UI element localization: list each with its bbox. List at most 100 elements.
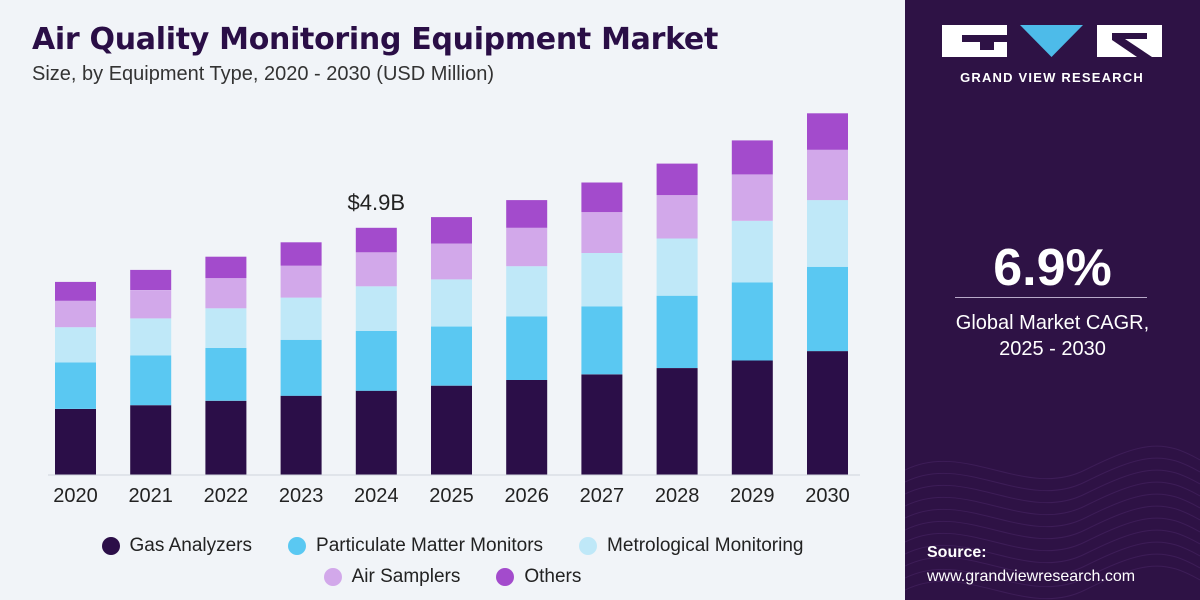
legend-swatch: [496, 568, 515, 586]
bar-segment-air-samplers-2022: [205, 278, 247, 309]
bar-segment-others-2026: [506, 200, 548, 228]
x-tick-label: 2029: [730, 485, 775, 507]
bar-segment-particulate-matter-monitors-2023: [280, 339, 322, 396]
bar-segment-metrological-monitoring-2027: [581, 253, 623, 307]
bar-segment-metrological-monitoring-2023: [280, 297, 322, 340]
bar-segment-others-2023: [280, 242, 322, 266]
wave-pattern-decoration: [905, 445, 1200, 600]
bar-segment-others-2027: [581, 182, 623, 213]
legend-row-2: Air Samplers Others: [0, 566, 905, 588]
legend-label: Air Samplers: [351, 566, 461, 587]
bar-segment-gas-analyzers-2024: [355, 390, 397, 475]
legend-label: Others: [524, 566, 582, 587]
x-tick-label: 2020: [53, 485, 98, 507]
chart-subtitle: Size, by Equipment Type, 2020 - 2030 (US…: [32, 63, 495, 85]
bar-segment-others-2021: [130, 269, 172, 290]
bar-annotation: $4.9B: [348, 190, 406, 215]
bar-segment-air-samplers-2023: [280, 265, 322, 298]
bar-segment-others-2025: [431, 217, 472, 244]
bar-segment-gas-analyzers-2026: [506, 380, 548, 475]
legend-swatch: [323, 568, 342, 586]
x-tick-label: 2027: [580, 485, 625, 507]
bar-segment-gas-analyzers-2022: [205, 400, 247, 475]
bar-segment-particulate-matter-monitors-2020: [55, 362, 96, 409]
bar-segment-air-samplers-2030: [807, 149, 848, 201]
legend-row-1: Gas Analyzers Particulate Matter Monitors…: [0, 535, 905, 557]
x-tick-label: 2024: [354, 485, 399, 507]
bar-segment-particulate-matter-monitors-2021: [130, 355, 172, 406]
x-tick-label: 2021: [128, 485, 173, 507]
legend-label: Metrological Monitoring: [607, 535, 804, 556]
grand-view-research-logo: [942, 25, 1162, 57]
bar-segment-metrological-monitoring-2020: [55, 327, 96, 363]
legend-item-gas-analyzers: Gas Analyzers: [101, 535, 253, 557]
x-tick-label: 2023: [279, 485, 324, 507]
bar-segment-metrological-monitoring-2021: [130, 318, 172, 356]
bar-segment-gas-analyzers-2023: [280, 395, 322, 475]
bar-segment-air-samplers-2025: [431, 243, 472, 280]
bar-segment-gas-analyzers-2029: [731, 360, 773, 475]
bar-segment-gas-analyzers-2027: [581, 374, 623, 475]
legend-item-others: Others: [496, 566, 581, 588]
bar-segment-air-samplers-2027: [581, 212, 623, 253]
legend-label: Particulate Matter Monitors: [316, 535, 544, 556]
bar-segment-others-2030: [807, 113, 848, 150]
x-tick-label: 2030: [805, 485, 850, 507]
bar-segment-others-2020: [55, 281, 96, 301]
bar-segment-particulate-matter-monitors-2028: [656, 295, 698, 368]
legend-item-metrological-monitoring: Metrological Monitoring: [579, 535, 803, 557]
bar-segment-air-samplers-2029: [731, 174, 773, 221]
bar-segment-metrological-monitoring-2024: [355, 286, 397, 331]
bar-segment-particulate-matter-monitors-2029: [731, 282, 773, 361]
stacked-bar-chart: 2020 2021 2022 2023 2024 $4.9B 2025 2026 2027 202…: [48, 113, 860, 507]
bar-segment-metrological-monitoring-2028: [656, 238, 698, 296]
bar-segment-air-samplers-2026: [506, 227, 548, 267]
x-tick-label: 2026: [504, 485, 549, 507]
brand-name: GRAND VIEW RESEARCH: [960, 70, 1144, 85]
bar-segment-metrological-monitoring-2025: [431, 279, 472, 327]
bar-segment-air-samplers-2024: [355, 252, 397, 287]
legend-item-air-samplers: Air Samplers: [323, 566, 461, 588]
cagr-divider: [955, 297, 1147, 298]
bar-segment-particulate-matter-monitors-2030: [807, 266, 848, 352]
legend-swatch: [101, 537, 120, 555]
source-label: Source:: [927, 544, 987, 561]
cagr-value: 6.9%: [993, 239, 1112, 297]
bar-segment-metrological-monitoring-2030: [807, 200, 848, 267]
bar-segment-gas-analyzers-2020: [55, 409, 96, 475]
bar-segment-gas-analyzers-2030: [807, 351, 848, 475]
sidebar: GRAND VIEW RESEARCH 6.9% Global Market C…: [905, 0, 1200, 600]
bar-segment-air-samplers-2020: [55, 300, 96, 328]
bar-segment-gas-analyzers-2028: [656, 368, 698, 475]
bar-segment-air-samplers-2021: [130, 290, 172, 319]
bar-segment-metrological-monitoring-2026: [506, 266, 548, 317]
x-tick-label: 2025: [429, 485, 474, 507]
bar-segment-particulate-matter-monitors-2022: [205, 347, 247, 401]
bar-segment-particulate-matter-monitors-2024: [355, 331, 397, 391]
cagr-label-line-2: 2025 - 2030: [999, 338, 1106, 360]
bar-segment-particulate-matter-monitors-2025: [431, 326, 472, 386]
legend-label: Gas Analyzers: [129, 535, 253, 556]
bar-segment-others-2024: [355, 227, 397, 253]
x-tick-label: 2022: [204, 485, 249, 507]
bar-segment-gas-analyzers-2021: [130, 405, 172, 475]
bar-segment-air-samplers-2028: [656, 195, 698, 239]
bar-segment-others-2022: [205, 256, 247, 279]
bar-segment-metrological-monitoring-2022: [205, 308, 247, 348]
cagr-label: Global Market CAGR, 2025 - 2030: [905, 310, 1200, 362]
bar-segment-particulate-matter-monitors-2026: [506, 316, 548, 380]
bar-segment-particulate-matter-monitors-2027: [581, 306, 623, 375]
bar-segment-others-2028: [656, 163, 698, 196]
bar-segment-metrological-monitoring-2029: [731, 220, 773, 283]
bar-segment-gas-analyzers-2025: [431, 385, 472, 475]
chart-panel: Air Quality Monitoring Equipment Market …: [0, 0, 905, 600]
legend-swatch: [288, 537, 307, 555]
legend-swatch: [579, 537, 598, 555]
chart-title: Air Quality Monitoring Equipment Market: [32, 22, 719, 57]
x-tick-label: 2028: [655, 485, 700, 507]
source-url[interactable]: www.grandviewresearch.com: [927, 568, 1136, 585]
bar-segment-others-2029: [731, 140, 773, 175]
cagr-label-line-1: Global Market CAGR,: [955, 312, 1150, 334]
legend-item-particulate-matter-monitors: Particulate Matter Monitors: [288, 535, 543, 557]
